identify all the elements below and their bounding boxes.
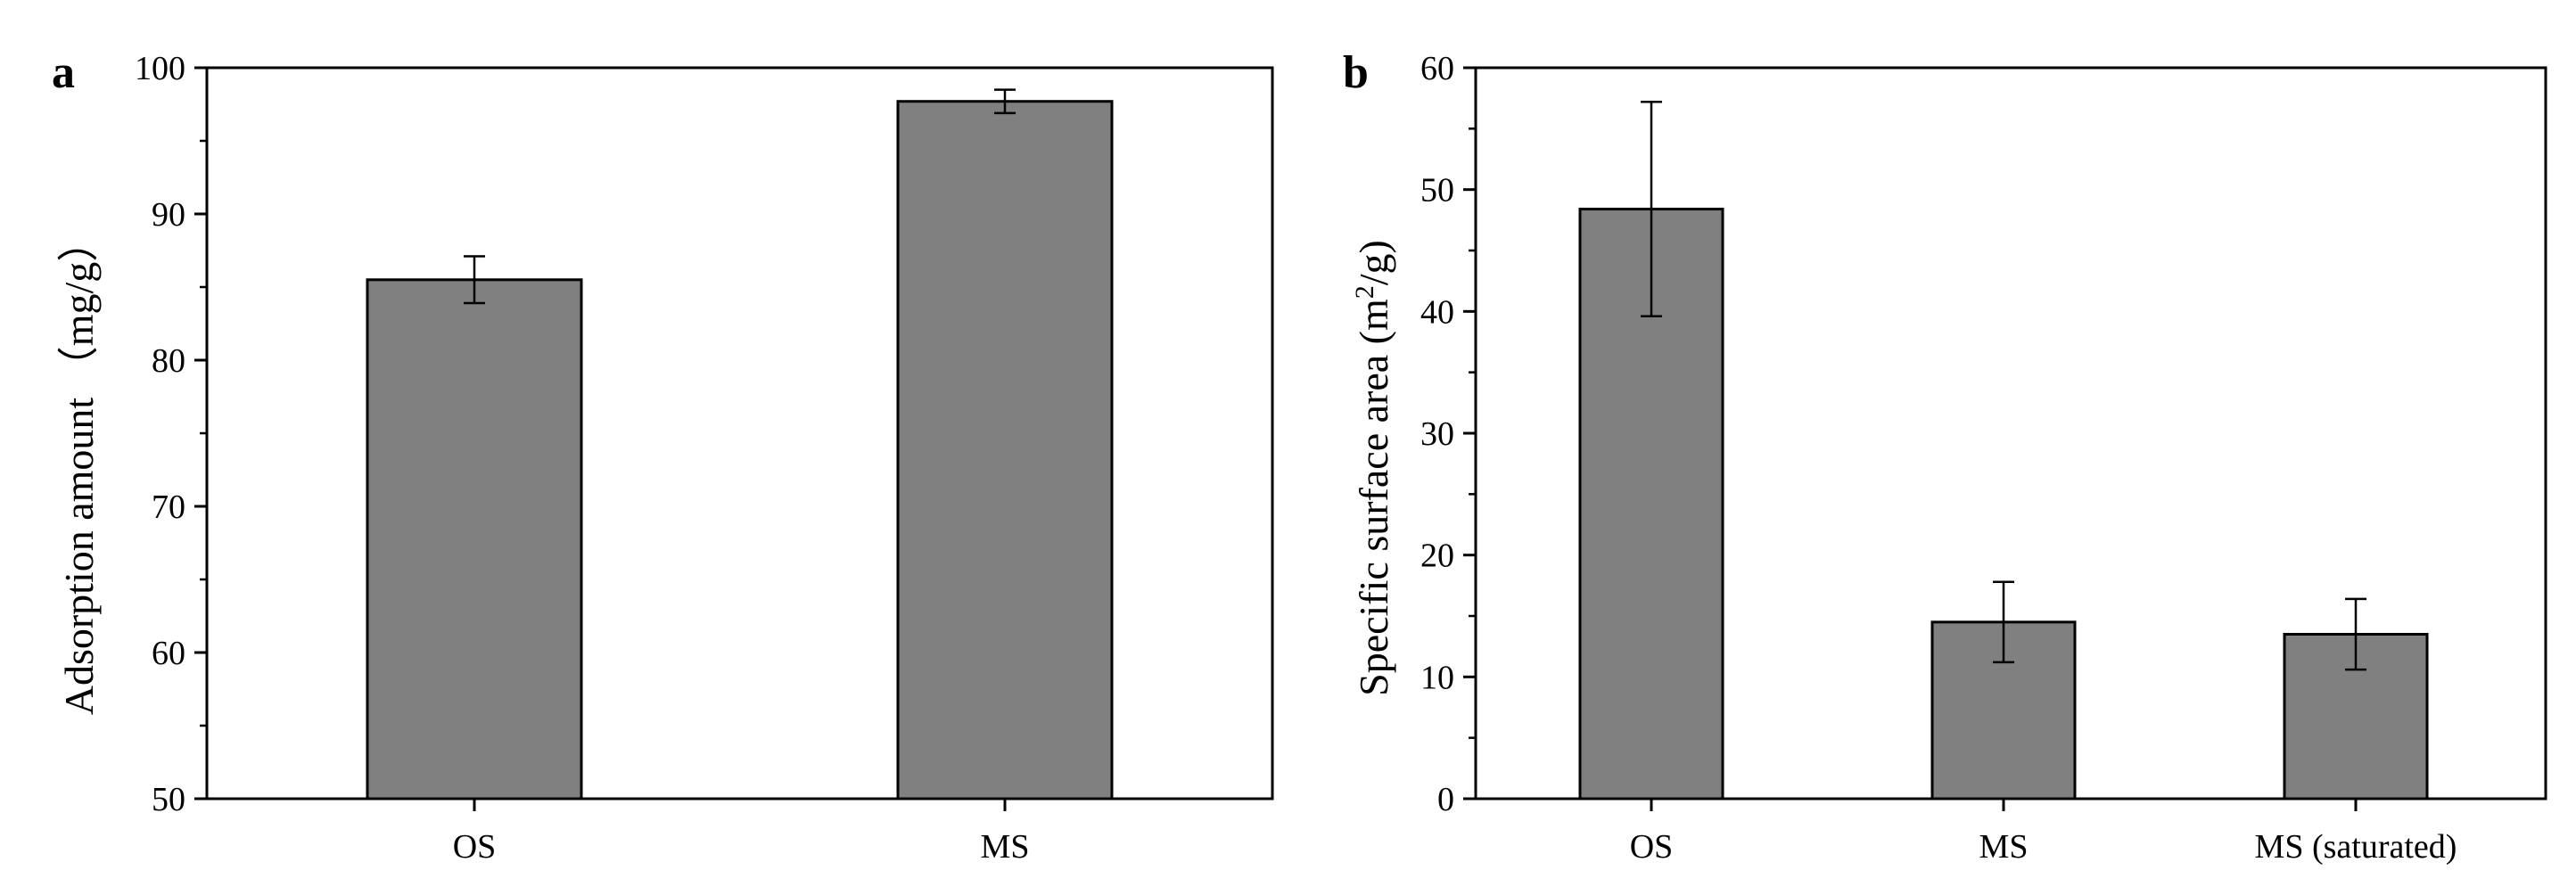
panel-b-y-axis-label-unit: /g) xyxy=(1351,240,1396,285)
bar-os xyxy=(366,278,583,801)
x-tick-label: MS (saturated) xyxy=(2255,828,2457,866)
x-tick-label: MS xyxy=(981,828,1030,866)
y-tick-label: 60 xyxy=(1420,50,1454,87)
y-tick-label: 50 xyxy=(152,781,185,818)
y-tick-label: 80 xyxy=(152,342,185,380)
panel-b-plot-frame xyxy=(1474,66,2547,801)
y-tick-label: 60 xyxy=(152,635,185,672)
panel-b-letter: b xyxy=(1343,47,1369,98)
y-tick-label: 50 xyxy=(1420,172,1454,209)
panel-a-letter: a xyxy=(52,47,75,98)
panel-b-bars xyxy=(1578,101,2429,801)
panel-b-y-ticks: 0 10 20 30 40 50 60 xyxy=(1420,50,1476,818)
panel-b-y-axis-label-main: Specific surface area (m xyxy=(1351,299,1396,696)
bar-ms xyxy=(896,100,1114,801)
panel-a-y-ticks: 50 60 70 80 90 100 xyxy=(135,50,207,818)
y-tick-label: 30 xyxy=(1420,415,1454,453)
y-tick-label: 0 xyxy=(1437,781,1454,818)
y-tick-label: 70 xyxy=(152,489,185,526)
y-tick-label: 10 xyxy=(1420,659,1454,696)
panel-b-x-tick-labels: OS MS MS (saturated) xyxy=(1630,799,2457,866)
y-tick-label: 20 xyxy=(1420,538,1454,575)
panel-a-bars xyxy=(366,88,1114,801)
panel-a-x-tick-labels: OS MS xyxy=(453,799,1030,866)
y-tick-label: 100 xyxy=(135,50,185,87)
x-tick-label: OS xyxy=(453,828,497,866)
panel-a-chart: a Adsorption amount （mg/g） 50 60 70 80 90 100… xyxy=(52,47,1274,866)
y-tick-label: 40 xyxy=(1420,293,1454,331)
panel-b-y-axis-label-superscript: 2 xyxy=(1350,285,1379,299)
y-tick-label: 90 xyxy=(152,196,185,234)
x-tick-label: OS xyxy=(1630,828,1674,866)
panel-b-chart: b Specific surface area (m2/g) 0 10 20 30 40… xyxy=(1343,47,2547,866)
panel-b-y-axis-label: Specific surface area (m2/g) xyxy=(1350,240,1397,696)
x-tick-label: MS xyxy=(1979,828,2029,866)
panel-a-plot-frame xyxy=(205,66,1274,801)
panel-a-y-axis-label: Adsorption amount （mg/g） xyxy=(56,221,102,716)
